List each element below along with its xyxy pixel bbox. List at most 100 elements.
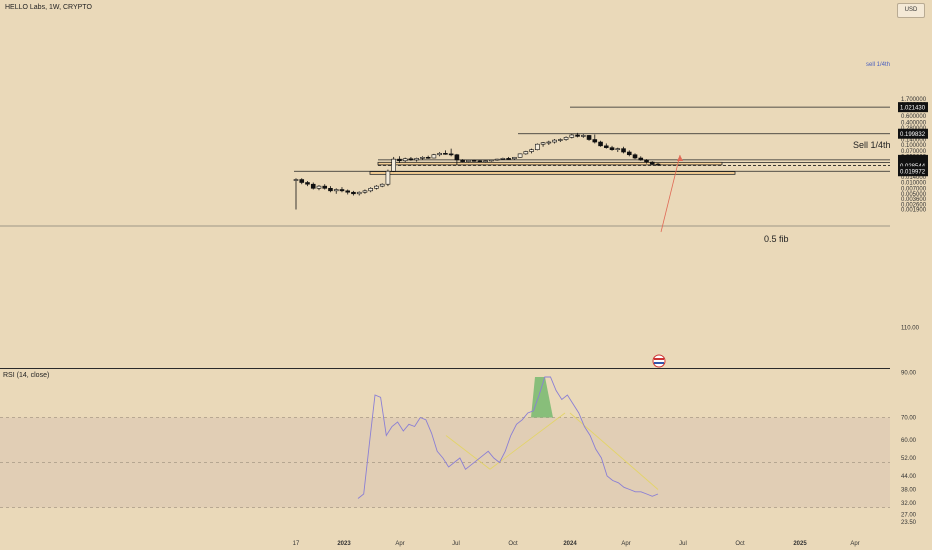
candle <box>603 145 609 148</box>
candle <box>506 158 511 160</box>
rsi-line[interactable] <box>357 376 659 499</box>
rsi-trendline[interactable] <box>445 435 491 470</box>
candle <box>609 147 615 150</box>
sell-main-label[interactable]: Sell 1/4th <box>853 140 891 150</box>
price-tick: 0.007000 <box>901 186 927 192</box>
candle <box>626 151 632 156</box>
candle <box>615 148 621 150</box>
rsi-tick: 60.00 <box>901 438 917 444</box>
rsi-tick: 52.00 <box>901 456 917 462</box>
candle <box>310 183 316 189</box>
candle <box>328 188 333 192</box>
rsi-tick: 38.00 <box>901 488 917 494</box>
candle <box>540 142 546 145</box>
rsi-trendline[interactable] <box>569 412 659 490</box>
candle <box>517 153 523 158</box>
candle <box>397 158 402 162</box>
price-tick: 0.003600 <box>901 197 927 203</box>
time-tick: Jul <box>452 541 460 547</box>
time-axis[interactable]: 17 2023 Apr Jul Oct 2024 Apr Jul Oct 2025 Apr <box>293 541 860 547</box>
candle <box>655 163 661 166</box>
fib-label[interactable]: 0.5 fib <box>764 234 789 244</box>
time-tick: Jul <box>679 541 687 547</box>
candle <box>431 154 437 159</box>
flag-icon[interactable] <box>652 354 666 368</box>
time-tick: 2023 <box>337 541 351 547</box>
time-tick: 17 <box>293 541 300 547</box>
rsi-overbought-fill <box>531 377 553 418</box>
candle <box>293 179 299 181</box>
candle <box>483 160 488 163</box>
candlestick-series <box>293 132 661 210</box>
arrow-head <box>677 155 683 161</box>
candle <box>558 139 563 141</box>
price-tick: 0.600000 <box>901 114 927 120</box>
candle <box>305 182 310 185</box>
price-badge <box>898 166 928 177</box>
rsi-pane[interactable]: 110.00 90.00 70.00 60.00 52.00 44.00 38.00 32.0… <box>0 326 920 527</box>
price-tick: 0.002600 <box>901 202 927 208</box>
candle <box>374 185 379 189</box>
time-tick: Oct <box>735 541 745 547</box>
candle <box>425 156 431 159</box>
price-badge-label: 0.019972 <box>900 170 926 176</box>
rsi-indicator-title[interactable]: RSI (14, close) <box>3 372 50 379</box>
candle <box>638 157 644 161</box>
support-zone[interactable] <box>369 171 736 175</box>
price-badge-label: 0.199832 <box>900 132 926 138</box>
candle <box>356 191 362 195</box>
candle <box>368 188 373 192</box>
candle <box>494 158 500 161</box>
candle <box>581 135 586 137</box>
candle <box>649 161 655 165</box>
currency-selector[interactable]: USD <box>897 3 925 18</box>
price-tick: 0.100000 <box>901 143 927 149</box>
candle <box>563 137 569 140</box>
sell-small-label[interactable]: sell 1/4th <box>866 62 890 68</box>
candle <box>598 141 603 147</box>
rsi-tick: 23.50 <box>901 520 917 526</box>
price-badge <box>898 160 928 171</box>
candle <box>552 139 557 143</box>
price-tick: 0.005000 <box>901 192 927 198</box>
time-tick: Apr <box>621 541 630 547</box>
candle <box>322 185 328 189</box>
candle <box>339 189 345 192</box>
price-tick: 1.700000 <box>901 97 927 103</box>
candle <box>420 156 425 159</box>
candle <box>345 190 351 193</box>
candle <box>477 160 483 163</box>
price-tick: 0.001900 <box>901 208 927 214</box>
candle <box>466 160 471 162</box>
candle <box>437 153 442 156</box>
price-tick: 0.010000 <box>901 181 927 187</box>
chart-title: HELLO Labs, 1W, CRYPTO <box>5 4 92 11</box>
rsi-tick: 44.00 <box>901 474 917 480</box>
candle <box>448 153 454 156</box>
candle <box>379 183 385 187</box>
candle <box>391 158 396 172</box>
support-zones[interactable] <box>369 161 736 175</box>
candle <box>569 134 575 138</box>
candle <box>632 154 638 159</box>
candle <box>489 159 494 162</box>
support-zone[interactable] <box>377 161 723 166</box>
candle <box>592 139 598 143</box>
projection-arrow[interactable] <box>660 154 681 233</box>
candle <box>644 159 649 163</box>
rsi-trendline[interactable] <box>489 412 566 470</box>
candle <box>471 160 477 162</box>
candle <box>408 158 414 161</box>
candle <box>299 179 305 183</box>
candle <box>414 158 419 161</box>
candle <box>575 134 580 137</box>
time-tick: Apr <box>395 541 404 547</box>
candle <box>333 189 339 192</box>
candle <box>546 141 552 144</box>
candle <box>621 148 626 153</box>
candle <box>460 159 465 162</box>
candle <box>351 191 356 195</box>
price-badge <box>898 102 928 113</box>
candle <box>443 153 448 155</box>
